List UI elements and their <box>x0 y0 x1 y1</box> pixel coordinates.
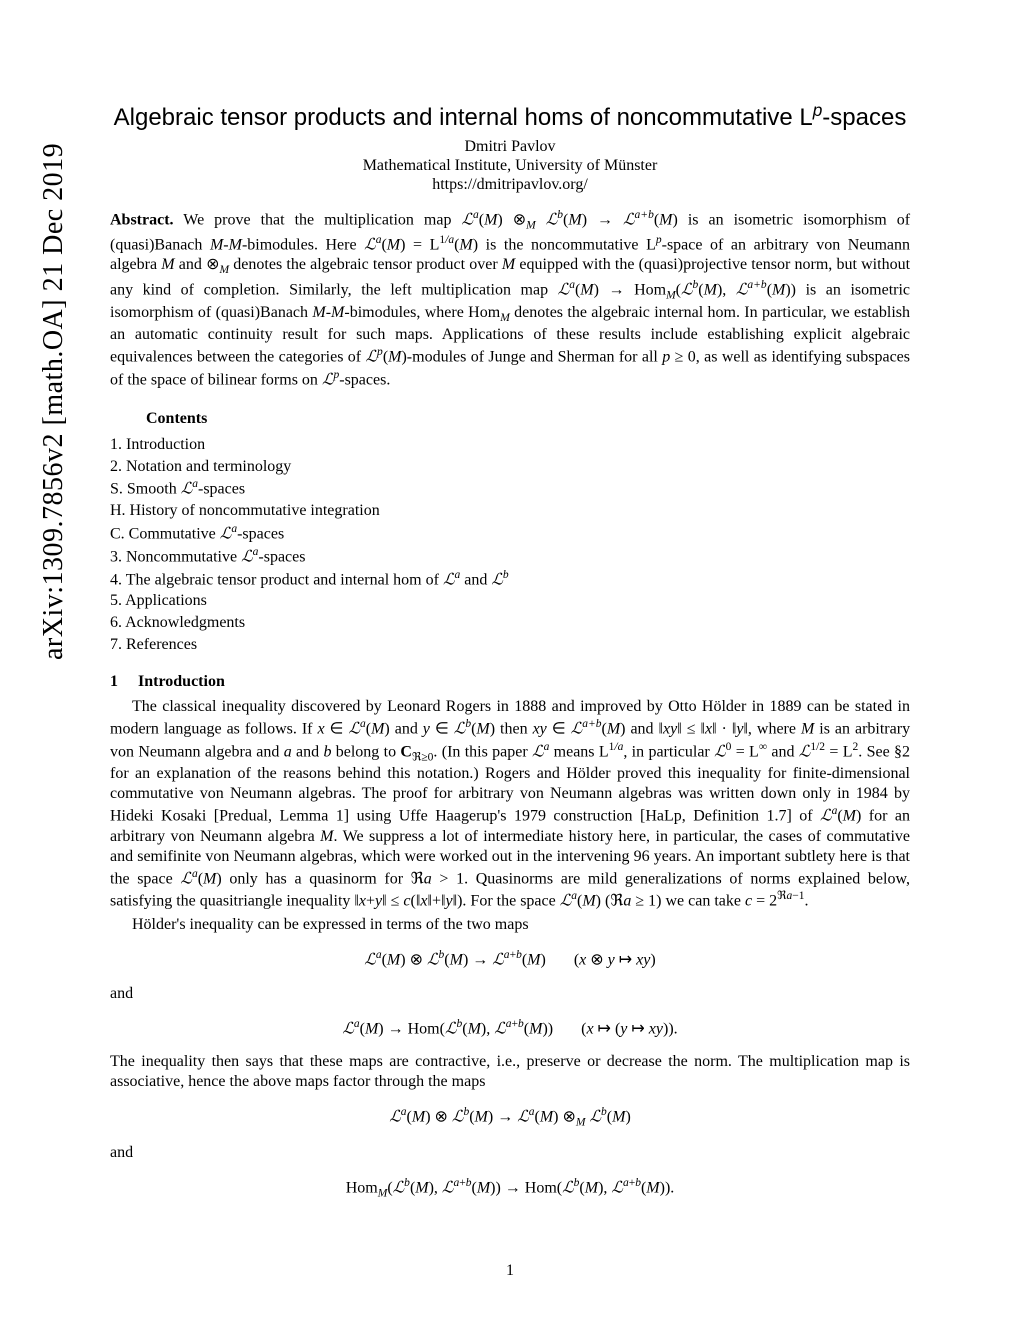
contents-item: 5. Applications <box>110 590 910 612</box>
body-paragraph: The classical inequality discovered by L… <box>110 697 910 911</box>
abstract-label: Abstract. <box>110 211 174 228</box>
contents-item: C. Commutative ℒa-spaces <box>110 522 910 545</box>
contents-item: S. Smooth ℒa-spaces <box>110 477 910 500</box>
arxiv-identifier: arXiv:1309.7856v2 [math.OA] 21 Dec 2019 <box>38 143 70 660</box>
contents-item: 1. Introduction <box>110 434 910 456</box>
section-heading: 1Introduction <box>110 673 910 691</box>
contents-heading: Contents <box>146 410 910 428</box>
section-title: Introduction <box>138 673 225 690</box>
author-name: Dmitri Pavlov <box>110 138 910 156</box>
body-paragraph: and <box>110 1143 910 1163</box>
math-display: ℒa(M) ⊗ ℒb(M) → ℒa+b(M) (x ⊗ y ↦ xy) <box>110 949 910 969</box>
contents-list: 1. Introduction 2. Notation and terminol… <box>110 434 910 655</box>
paper-title: Algebraic tensor products and internal h… <box>110 100 910 132</box>
contents-item: 7. References <box>110 634 910 656</box>
page-number: 1 <box>0 1262 1020 1280</box>
body-paragraph: Hölder's inequality can be expressed in … <box>110 915 910 935</box>
author-url: https://dmitripavlov.org/ <box>110 176 910 194</box>
body-paragraph: and <box>110 984 910 1004</box>
body-paragraph: The inequality then says that these maps… <box>110 1052 910 1092</box>
abstract: Abstract. We prove that the multiplicati… <box>110 208 910 390</box>
contents-item: 4. The algebraic tensor product and inte… <box>110 568 910 591</box>
contents-item: 6. Acknowledgments <box>110 612 910 634</box>
math-display: ℒa(M) → Hom(ℒb(M), ℒa+b(M)) (x ↦ (y ↦ xy… <box>110 1018 910 1038</box>
contents-item: 3. Noncommutative ℒa-spaces <box>110 545 910 568</box>
contents-item: 2. Notation and terminology <box>110 456 910 478</box>
math-display: ℒa(M) ⊗ ℒb(M) → ℒa(M) ⊗M ℒb(M) <box>110 1106 910 1129</box>
math-display: HomM(ℒb(M), ℒa+b(M)) → Hom(ℒb(M), ℒa+b(M… <box>110 1177 910 1200</box>
author-affiliation: Mathematical Institute, University of Mü… <box>110 157 910 175</box>
section-number: 1 <box>110 673 138 691</box>
contents-item: H. History of noncommutative integration <box>110 500 910 522</box>
